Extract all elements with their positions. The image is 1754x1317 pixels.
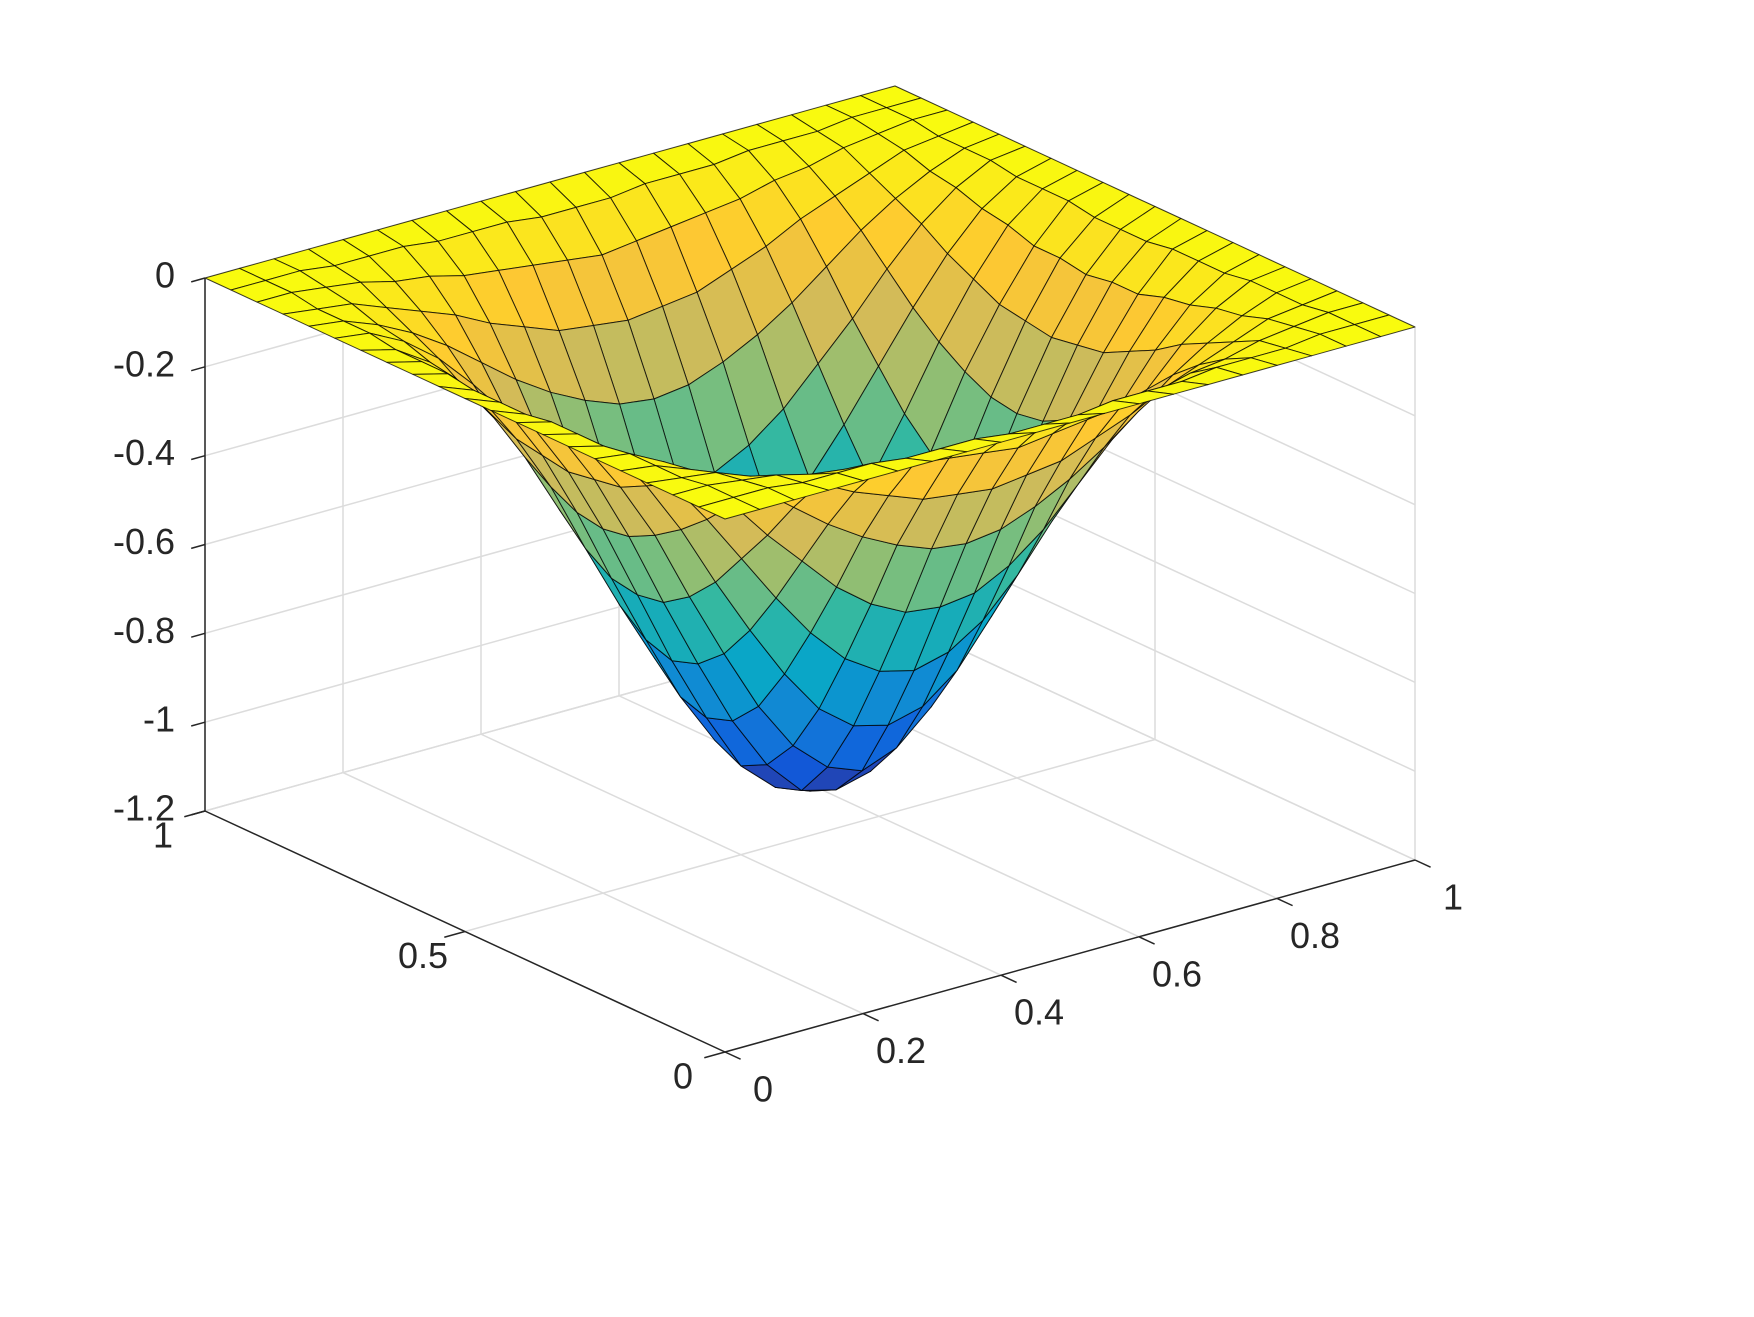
y-tick bbox=[704, 1051, 726, 1059]
z-tick bbox=[190, 277, 206, 283]
z-tick-label: -0.2 bbox=[113, 343, 175, 384]
x-tick-label: 0.6 bbox=[1152, 953, 1202, 994]
z-tick bbox=[190, 543, 206, 550]
z-tick bbox=[190, 366, 206, 372]
z-tick-label: -0.8 bbox=[113, 610, 175, 651]
z-tick-label: 0 bbox=[155, 255, 175, 296]
z-tick-label: -1 bbox=[143, 699, 175, 740]
y-tick bbox=[444, 930, 466, 938]
z-tick-label: -0.4 bbox=[113, 432, 175, 473]
x-tick-label: 0.8 bbox=[1290, 915, 1340, 956]
x-tick bbox=[1414, 859, 1431, 868]
x-tick bbox=[862, 1012, 879, 1022]
z-tick bbox=[190, 810, 206, 816]
x-tick bbox=[724, 1051, 741, 1060]
x-axis-line bbox=[724, 859, 1416, 1053]
surface-cell bbox=[698, 496, 760, 520]
x-tick bbox=[1138, 936, 1155, 945]
x-tick-label: 1 bbox=[1443, 877, 1463, 918]
z-tick-label: -1.2 bbox=[113, 788, 175, 829]
y-tick-label: 0.5 bbox=[398, 935, 448, 976]
x-tick-label: 0.4 bbox=[1014, 992, 1064, 1033]
x-tick bbox=[1276, 897, 1293, 907]
y-tick-label: 1 bbox=[153, 815, 173, 856]
x-tick bbox=[1000, 974, 1017, 984]
z-tick bbox=[190, 721, 206, 727]
x-tick-label: 0.2 bbox=[876, 1030, 926, 1071]
z-tick bbox=[190, 454, 206, 461]
x-tick-label: 0 bbox=[753, 1069, 773, 1110]
z-tick bbox=[190, 632, 206, 638]
z-tick-label: -0.6 bbox=[113, 521, 175, 562]
y-tick-label: 0 bbox=[673, 1056, 693, 1097]
